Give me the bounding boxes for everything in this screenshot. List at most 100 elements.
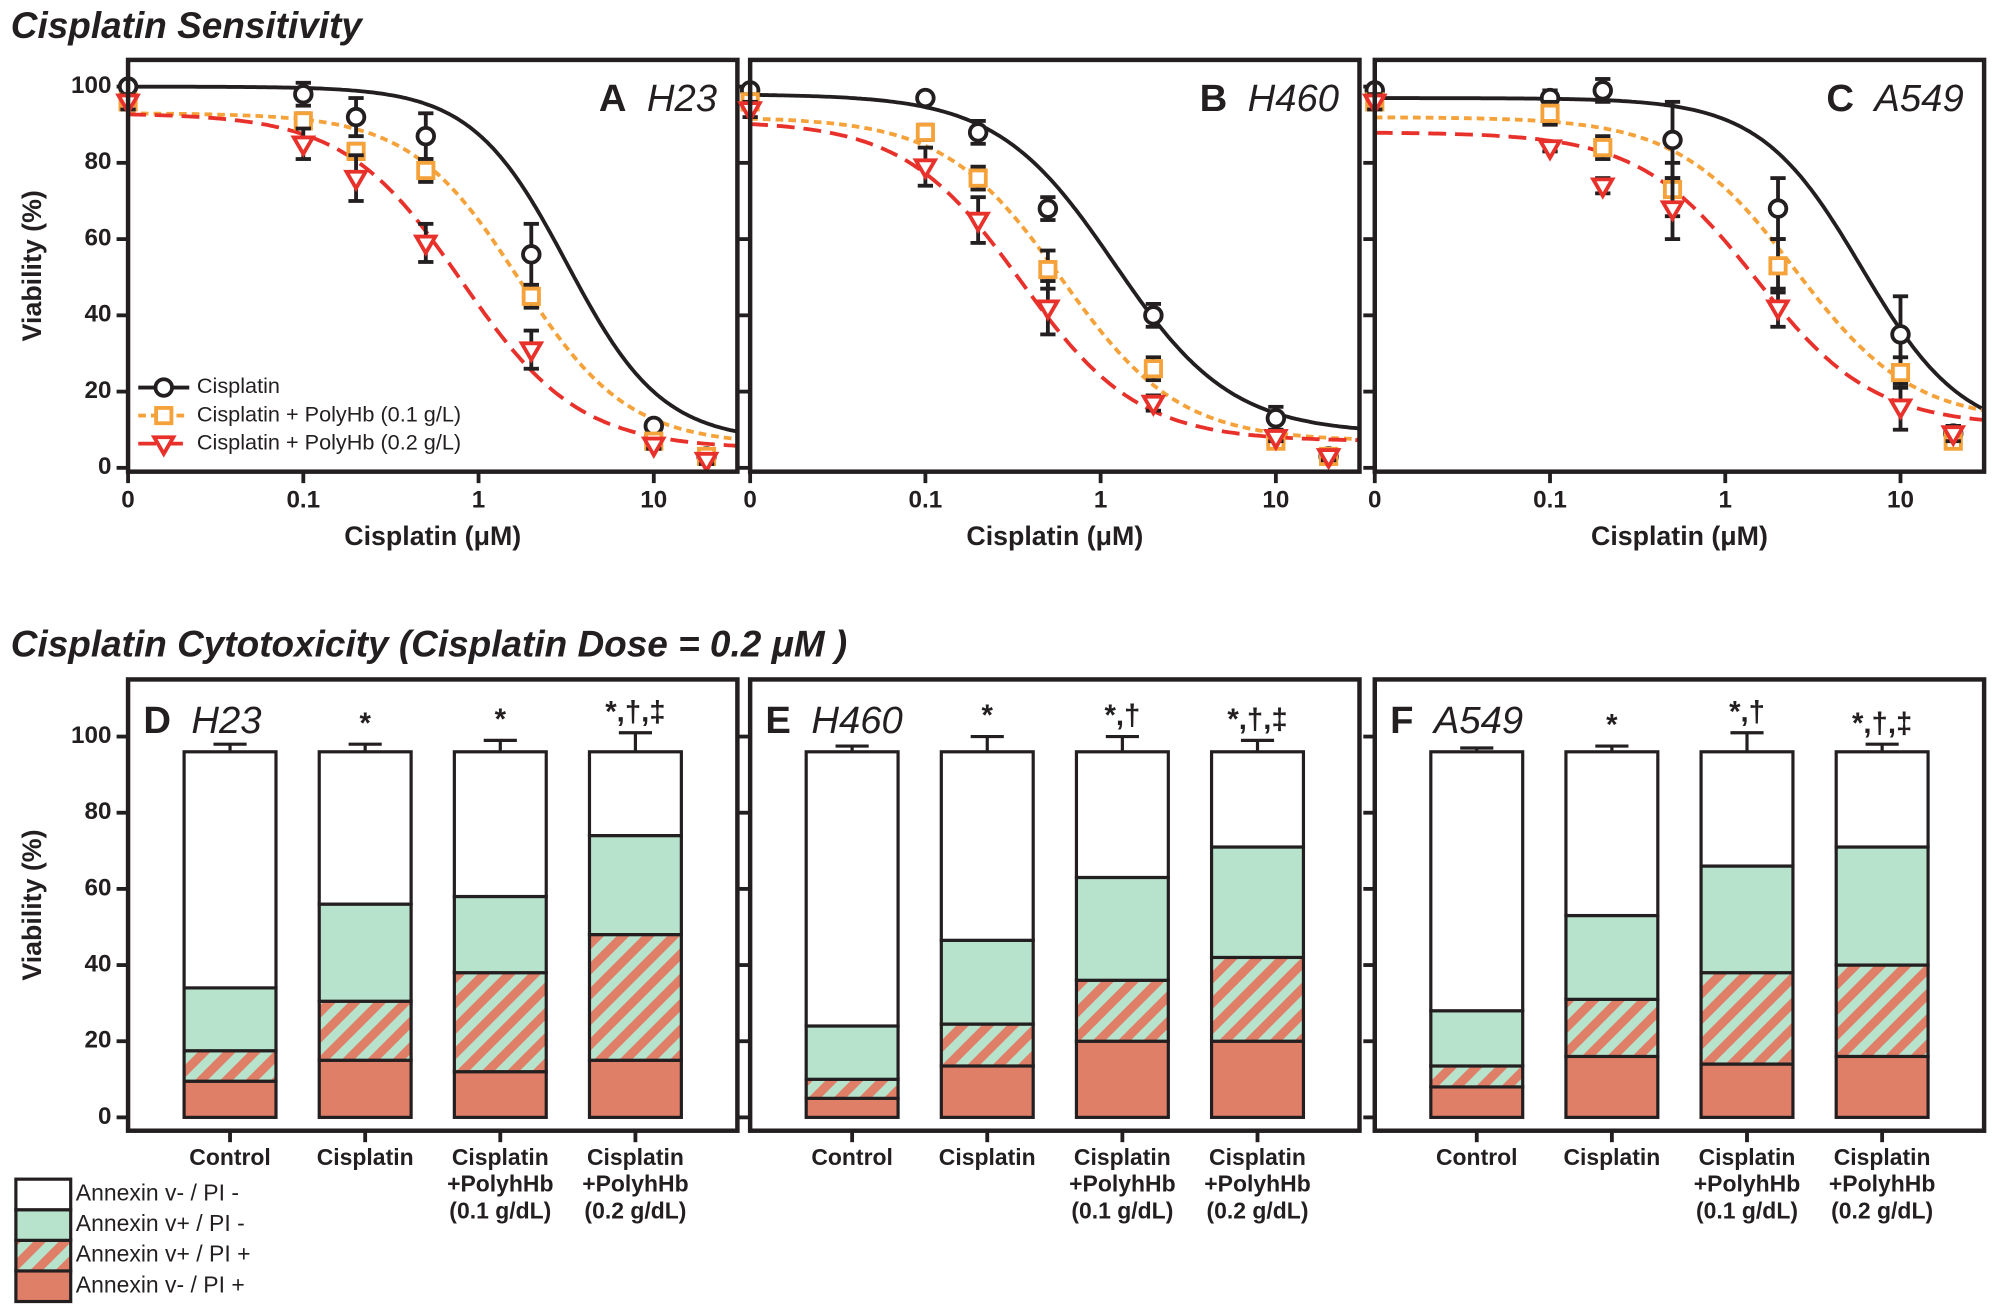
panel-label: A (599, 77, 627, 120)
error-bar (970, 734, 1004, 752)
bar-segment (1429, 1009, 1525, 1068)
bar-segment (1564, 913, 1660, 1001)
marker (968, 168, 988, 188)
x-tick-label: 10 (640, 486, 667, 513)
bar-segment (317, 999, 413, 1062)
x-tick-label: (0.2 g/dL) (584, 1197, 686, 1223)
error-bar (1105, 734, 1139, 752)
x-tick-label: 0.1 (1533, 486, 1567, 513)
bar-segment (182, 1049, 278, 1083)
bar-segment (1209, 955, 1306, 1043)
panel-label: C (1826, 77, 1854, 120)
x-tick-label: (0.2 g/dL) (1207, 1197, 1309, 1223)
panel-title: H23 (647, 77, 717, 120)
bar-segment (804, 750, 900, 1028)
bar-segment (1834, 845, 1930, 967)
legend-label: Annexin v+ / PI - (76, 1210, 245, 1236)
marker (1265, 408, 1287, 429)
significance-label: * (1606, 709, 1618, 742)
marker (1940, 425, 1967, 448)
x-axis-label: Cisplatin (μM) (1591, 521, 1768, 551)
bar-segment (1209, 845, 1306, 960)
plot-frame (125, 677, 740, 1133)
marker (1890, 362, 1911, 383)
marker (154, 406, 174, 426)
error-bar (1595, 744, 1629, 752)
bar-segment (587, 750, 683, 838)
bar-segment (1429, 750, 1525, 1013)
fit-curve (1374, 115, 1985, 413)
y-axis-label: Viability (%) (17, 190, 47, 341)
marker (521, 286, 541, 306)
y-tick-label: 0 (98, 1103, 111, 1130)
marker (967, 122, 989, 143)
marker (1662, 129, 1683, 151)
plot-frame (747, 57, 1362, 474)
y-tick-label: 100 (71, 72, 111, 99)
bar-segment (452, 750, 548, 899)
x-tick-label: +PolyhHb (1829, 1171, 1935, 1197)
x-tick-label: (0.1 g/dL) (449, 1197, 551, 1223)
x-tick-label: Cisplatin (1834, 1144, 1931, 1170)
legend-label: Annexin v- / PI - (76, 1180, 239, 1206)
plot-frame (1372, 57, 1987, 474)
x-tick-label: Cisplatin (1074, 1144, 1171, 1170)
y-tick-label: 100 (71, 722, 111, 749)
bar-segment (1209, 750, 1306, 849)
marker (290, 135, 317, 158)
bar-segment (804, 1077, 900, 1100)
x-tick-label: Control (189, 1144, 271, 1170)
error-bar (483, 738, 517, 752)
bar-segment (939, 1064, 1035, 1119)
bar-segment (939, 750, 1035, 942)
plot-frame (747, 677, 1362, 1133)
marker (1143, 359, 1163, 379)
bar-segment (1699, 750, 1795, 868)
bar-segment (1564, 750, 1660, 918)
fit-curve (1374, 130, 1985, 422)
panel-title: H460 (1248, 77, 1339, 120)
plot-frame (1372, 677, 1987, 1133)
fit-curve (1374, 96, 1985, 412)
x-tick-label: Control (811, 1144, 893, 1170)
bar-segment (1074, 1039, 1170, 1119)
y-tick-label: 20 (85, 1027, 112, 1054)
x-tick-label: Cisplatin (452, 1144, 549, 1170)
significance-label: * (495, 703, 507, 736)
marker (915, 122, 935, 142)
marker (521, 244, 542, 265)
marker (640, 436, 667, 459)
y-tick-label: 60 (85, 224, 112, 251)
marker (1589, 177, 1616, 200)
marker (693, 451, 720, 475)
bar-segment (1074, 750, 1170, 880)
bar-segment (1074, 978, 1170, 1043)
panel-title: H460 (811, 699, 902, 742)
significance-label: *,†,‡ (1852, 707, 1912, 740)
error-bar (213, 742, 247, 752)
panel-label: D (143, 699, 171, 742)
bar-segment (317, 1058, 413, 1119)
legend-swatch (14, 1269, 73, 1304)
marker (1140, 394, 1167, 418)
error-bar (1240, 738, 1275, 752)
marker (1315, 448, 1342, 471)
marker (1767, 198, 1789, 219)
marker (345, 106, 367, 128)
x-tick-label: 10 (1887, 486, 1914, 513)
fit-curve (750, 92, 1360, 431)
bar-segment (182, 1079, 278, 1119)
bar-segment (452, 1070, 548, 1119)
bar-segment (587, 1058, 683, 1119)
bar-segment (1699, 971, 1795, 1066)
y-tick-label: 20 (85, 377, 112, 404)
x-tick-label: 0.1 (286, 486, 320, 513)
marker (412, 234, 439, 257)
marker (150, 435, 177, 458)
x-tick-label: +PolyhHb (1069, 1171, 1175, 1197)
marker (1887, 398, 1914, 421)
marker (965, 211, 992, 235)
marker (1593, 138, 1613, 158)
